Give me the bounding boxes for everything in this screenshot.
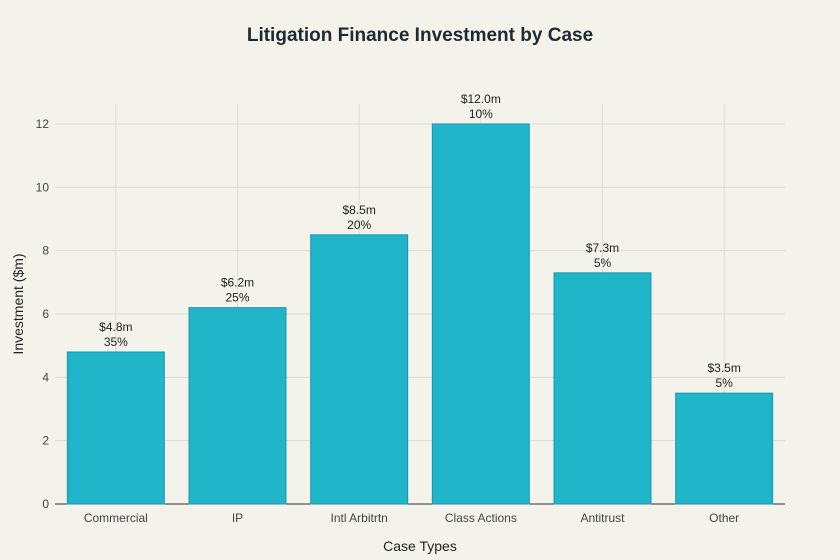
data-label-share: 5% <box>594 256 612 270</box>
data-label-share: 10% <box>469 107 493 121</box>
data-label-value: $3.5m <box>707 361 740 375</box>
data-label-share: 25% <box>225 291 249 305</box>
y-tick-label: 12 <box>36 117 50 131</box>
data-label-share: 20% <box>347 218 371 232</box>
y-tick-label: 4 <box>42 370 49 384</box>
data-label-value: $7.3m <box>586 241 619 255</box>
y-tick-label: 8 <box>42 244 49 258</box>
bar <box>188 307 287 505</box>
x-tick-label: Antitrust <box>580 511 625 525</box>
data-label-value: $6.2m <box>221 276 254 290</box>
y-tick-label: 0 <box>42 497 49 511</box>
x-tick-label: Other <box>709 511 739 525</box>
bar <box>675 392 774 505</box>
bar <box>310 234 409 505</box>
bar <box>553 272 652 505</box>
data-label-share: 35% <box>104 335 128 349</box>
chart-title: Litigation Finance Investment by Case <box>247 25 593 46</box>
bar <box>431 123 530 505</box>
x-tick-label: Intl Arbitrtn <box>330 511 387 525</box>
x-tick-label: Class Actions <box>445 511 517 525</box>
data-label-share: 5% <box>715 376 733 390</box>
data-label-value: $12.0m <box>461 92 501 106</box>
y-tick-label: 10 <box>36 180 50 194</box>
x-tick-label: Commercial <box>84 511 148 525</box>
x-tick-label: IP <box>232 511 243 525</box>
y-tick-label: 6 <box>42 307 49 321</box>
y-tick-label: 2 <box>42 434 49 448</box>
data-label-value: $8.5m <box>342 203 375 217</box>
data-label-value: $4.8m <box>99 320 132 334</box>
x-axis-label: Case Types <box>383 538 457 554</box>
y-axis-label: Investment ($m) <box>10 253 26 354</box>
bar <box>66 351 165 505</box>
